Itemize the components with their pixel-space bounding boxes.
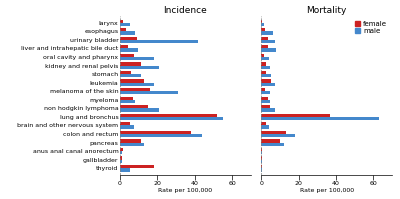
Bar — [120, 139, 140, 143]
Bar — [261, 131, 286, 134]
Bar — [261, 100, 270, 103]
Bar — [120, 91, 178, 95]
Bar — [261, 48, 276, 52]
Bar — [120, 74, 140, 77]
Bar — [261, 139, 280, 143]
Bar — [120, 83, 154, 86]
Bar — [261, 79, 270, 83]
Bar — [261, 134, 295, 137]
Bar — [120, 117, 223, 120]
Title: Incidence: Incidence — [164, 6, 207, 15]
X-axis label: Rate per 100,000: Rate per 100,000 — [158, 188, 212, 193]
Bar — [120, 160, 122, 163]
Bar — [261, 62, 266, 65]
Bar — [261, 57, 269, 60]
Bar — [261, 143, 284, 146]
Bar — [261, 151, 262, 154]
Bar — [120, 20, 123, 23]
Bar — [120, 40, 198, 43]
Bar — [261, 71, 266, 74]
Bar — [261, 160, 262, 163]
Bar — [120, 134, 202, 137]
Bar — [261, 156, 262, 160]
Bar — [261, 31, 273, 35]
Bar — [120, 45, 128, 48]
Bar — [120, 48, 138, 52]
Bar — [261, 126, 269, 129]
Bar — [120, 165, 154, 168]
Bar — [261, 108, 275, 112]
Bar — [261, 117, 379, 120]
Title: Mortality: Mortality — [306, 6, 347, 15]
Bar — [261, 45, 268, 48]
Bar — [261, 65, 270, 69]
Bar — [261, 165, 262, 168]
Bar — [120, 88, 150, 91]
Bar — [120, 131, 191, 134]
Legend: female, male: female, male — [354, 19, 388, 36]
Bar — [120, 151, 122, 154]
Bar — [261, 105, 270, 108]
Bar — [120, 23, 130, 26]
Bar — [261, 23, 264, 26]
Bar — [261, 20, 262, 23]
Bar — [261, 28, 265, 31]
Bar — [261, 37, 268, 40]
Bar — [261, 54, 264, 57]
Bar — [261, 83, 275, 86]
Bar — [120, 168, 130, 172]
Bar — [261, 148, 262, 151]
Bar — [261, 91, 270, 95]
Bar — [120, 143, 144, 146]
Bar — [120, 114, 217, 117]
Bar — [120, 31, 135, 35]
Bar — [261, 168, 262, 172]
Bar — [120, 148, 123, 151]
Bar — [120, 37, 137, 40]
Bar — [120, 108, 159, 112]
Bar — [120, 122, 130, 126]
Bar — [261, 40, 275, 43]
Bar — [261, 74, 270, 77]
Bar — [120, 28, 126, 31]
Bar — [261, 88, 265, 91]
Bar — [120, 105, 148, 108]
Bar — [120, 126, 134, 129]
Bar — [120, 57, 154, 60]
Bar — [261, 114, 330, 117]
Bar — [120, 65, 159, 69]
Bar — [120, 100, 135, 103]
Bar — [261, 97, 268, 100]
Bar — [120, 79, 144, 83]
Bar — [120, 97, 133, 100]
Bar — [120, 54, 134, 57]
Bar — [120, 71, 131, 74]
Bar — [261, 122, 266, 126]
X-axis label: Rate per 100,000: Rate per 100,000 — [300, 188, 354, 193]
Bar — [120, 62, 140, 65]
Bar — [120, 156, 122, 160]
